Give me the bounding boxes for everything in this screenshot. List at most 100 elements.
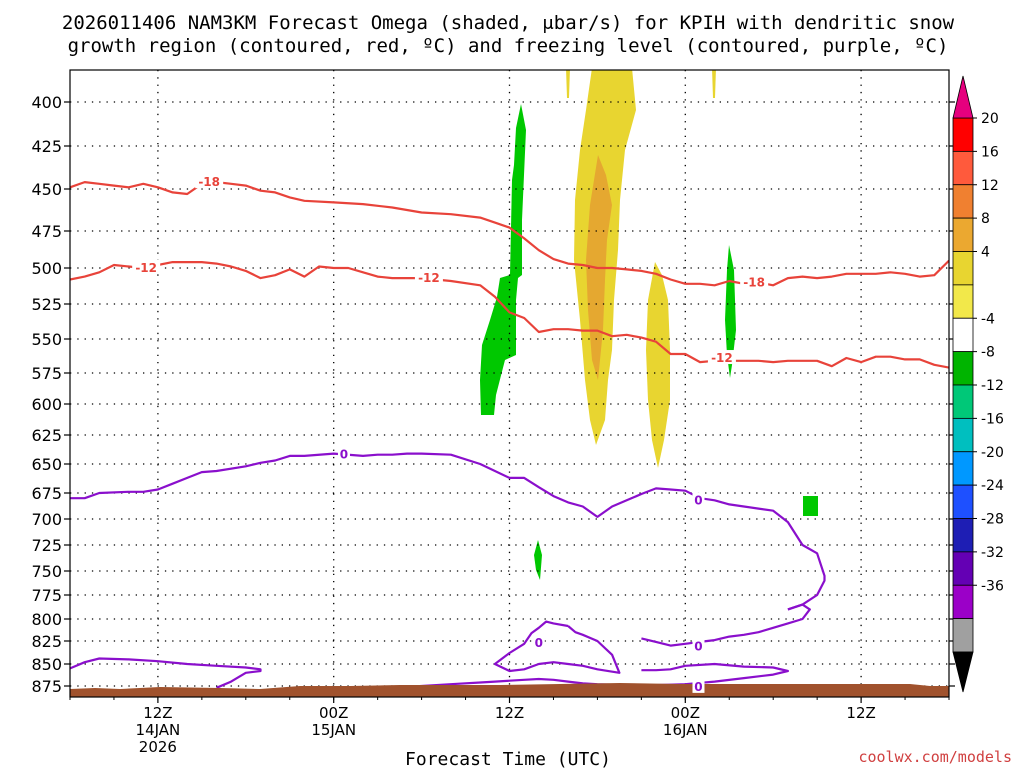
grid-lines bbox=[70, 70, 949, 697]
x-tick-label-date: 14JAN bbox=[136, 721, 181, 739]
y-tick-label: 650 bbox=[31, 455, 62, 474]
x-tick-label-time: 00Z bbox=[319, 704, 348, 722]
y-tick-label: 725 bbox=[31, 536, 62, 555]
colorbar-swatch bbox=[952, 584, 974, 620]
x-tick-label-date: 16JAN bbox=[663, 721, 708, 739]
colorbar-swatch bbox=[952, 451, 974, 486]
contour-label: 0 bbox=[694, 680, 702, 694]
omega-yellow-secondary bbox=[646, 262, 670, 468]
chart-title-line1: 2026011406 NAM3KM Forecast Omega (shaded… bbox=[62, 12, 955, 34]
contour-line-purple bbox=[641, 603, 811, 647]
colorbar-tick-label: 4 bbox=[981, 245, 990, 261]
colorbar-tick-label: 8 bbox=[981, 211, 990, 227]
colorbar-swatch bbox=[952, 184, 974, 219]
y-tick-label: 400 bbox=[31, 93, 62, 112]
x-tick-label-time: 12Z bbox=[846, 704, 875, 722]
colorbar-bottom-arrow bbox=[952, 651, 974, 693]
y-tick-label: 700 bbox=[31, 510, 62, 529]
contour-label: -12 bbox=[135, 261, 157, 275]
colorbar-top-arrow bbox=[952, 75, 974, 119]
contour-line-red bbox=[70, 261, 949, 369]
contour-label-bg bbox=[692, 678, 705, 693]
colorbar-tick-label: 12 bbox=[981, 178, 999, 194]
colorbar: 20 16 12 8 4 -4 -8 -12 -16 -20 -24 -28 -32 -36 bbox=[952, 75, 1004, 693]
y-tick-label: 775 bbox=[31, 586, 62, 605]
x-tick-label-time: 00Z bbox=[671, 704, 700, 722]
x-tick-label-time: 12Z bbox=[143, 704, 172, 722]
colorbar-swatch bbox=[952, 618, 974, 653]
y-tick-label: 675 bbox=[31, 484, 62, 503]
colorbar-tick-label: -24 bbox=[981, 478, 1004, 494]
x-tick-label-time: 12Z bbox=[495, 704, 524, 722]
colorbar-swatch bbox=[952, 551, 974, 586]
y-tick-label: 625 bbox=[31, 426, 62, 445]
y-axis: 400 425 450 475 500 525 550 575 600 625 650 675 700 7… bbox=[31, 93, 955, 696]
y-tick-label: 750 bbox=[31, 562, 62, 581]
y-tick-label: 825 bbox=[31, 632, 62, 651]
contour-label-bg bbox=[740, 274, 769, 289]
colorbar-tick-label: -28 bbox=[981, 512, 1004, 528]
y-tick-label: 500 bbox=[31, 259, 62, 278]
y-tick-label: 550 bbox=[31, 330, 62, 349]
y-tick-label: 875 bbox=[31, 677, 62, 696]
contour-label-bg bbox=[532, 634, 545, 649]
colorbar-swatch bbox=[952, 417, 974, 453]
contour-label-bg bbox=[337, 446, 350, 461]
colorbar-swatch bbox=[952, 117, 974, 152]
colorbar-tick-label: -16 bbox=[981, 411, 1004, 427]
contour-label-bg bbox=[195, 174, 224, 189]
colorbar-tick-label: -4 bbox=[981, 311, 995, 327]
colorbar-swatch bbox=[952, 217, 974, 252]
colorbar-swatch bbox=[952, 518, 974, 553]
contour-label-bg bbox=[132, 260, 161, 274]
omega-green-small-box bbox=[803, 496, 818, 516]
omega-yellow-top-left bbox=[566, 70, 570, 98]
colorbar-tick-label: -12 bbox=[981, 378, 1004, 394]
contour-label-bg bbox=[692, 492, 705, 507]
colorbar-tick-label: -20 bbox=[981, 445, 1004, 461]
colorbar-swatch bbox=[952, 384, 974, 419]
x-tick-label-year: 2026 bbox=[139, 738, 177, 756]
omega-green-main bbox=[480, 104, 526, 415]
contour-label: -12 bbox=[418, 271, 440, 285]
contour-label: 0 bbox=[535, 636, 543, 650]
y-tick-label: 850 bbox=[31, 655, 62, 674]
contour-labels: -18 -12 -12 -18 -12 0 0 0 0 0 bbox=[132, 174, 769, 694]
colorbar-tick-label: -32 bbox=[981, 545, 1004, 561]
y-tick-label: 525 bbox=[31, 295, 62, 314]
y-tick-label: 800 bbox=[31, 610, 62, 629]
colorbar-tick-label: 16 bbox=[981, 144, 999, 160]
colorbar-swatch bbox=[952, 317, 974, 353]
contour-line-purple bbox=[70, 657, 262, 689]
credit-text: coolwx.com/models bbox=[858, 748, 1012, 766]
colorbar-swatch bbox=[952, 484, 974, 519]
y-tick-label: 450 bbox=[31, 180, 62, 199]
chart-title-line2: growth region (contoured, red, ºC) and f… bbox=[68, 35, 949, 57]
contour-label-bg bbox=[414, 270, 443, 285]
omega-shading bbox=[480, 70, 818, 580]
omega-yellow-top-right bbox=[712, 70, 716, 98]
colorbar-tick-label: 20 bbox=[981, 111, 999, 127]
colorbar-tick-label: -36 bbox=[981, 578, 1004, 594]
contour-label: -12 bbox=[711, 351, 733, 365]
contour-line-purple bbox=[493, 620, 621, 674]
colorbar-swatch bbox=[952, 351, 974, 386]
contour-label-bg bbox=[707, 350, 736, 365]
omega-green-small-lower bbox=[534, 540, 542, 580]
contour-label: 0 bbox=[340, 448, 348, 462]
colorbar-swatch bbox=[952, 150, 974, 186]
y-tick-label: 575 bbox=[31, 364, 62, 383]
contour-label: -18 bbox=[198, 175, 220, 189]
colorbar-tick-label: -8 bbox=[981, 345, 995, 361]
contour-label: 0 bbox=[694, 640, 702, 654]
contour-line-purple bbox=[70, 452, 826, 611]
y-tick-label: 600 bbox=[31, 395, 62, 414]
omega-green-narrow bbox=[725, 245, 736, 378]
colorbar-swatch bbox=[952, 284, 974, 319]
contour-label: 0 bbox=[694, 493, 702, 507]
contour-label: -18 bbox=[743, 275, 765, 289]
y-tick-label: 425 bbox=[31, 137, 62, 156]
y-tick-label: 475 bbox=[31, 222, 62, 241]
